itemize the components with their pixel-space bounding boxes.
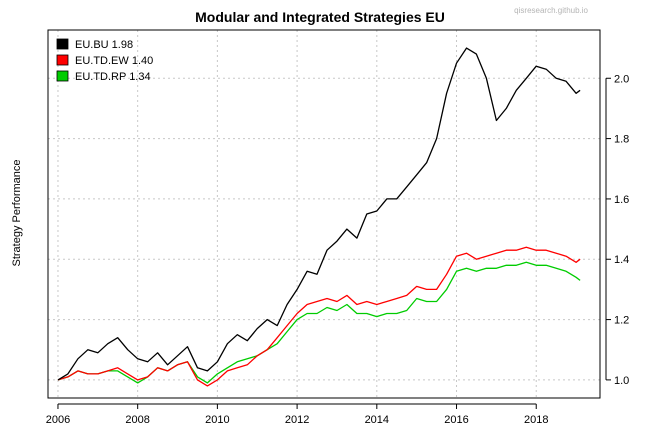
x-tick-label: 2010: [205, 414, 229, 426]
legend-label: EU.TD.EW 1.40: [75, 55, 153, 67]
series-line-2: [57, 261, 581, 384]
legend: EU.BU 1.98 EU.TD.EW 1.40 EU.TD.RP 1.34: [56, 38, 153, 83]
legend-label: EU.TD.RP 1.34: [75, 71, 151, 83]
legend-swatch: [56, 70, 69, 82]
y-tick-label: 1.2: [614, 315, 629, 327]
plot-frame: [47, 29, 601, 399]
y-tick-label: 1.4: [614, 254, 629, 266]
legend-item-eu-td-rp: EU.TD.RP 1.34: [56, 70, 151, 83]
legend-swatch: [56, 38, 69, 50]
series-line-1: [57, 246, 581, 387]
legend-item-eu-bu: EU.BU 1.98: [56, 38, 133, 51]
y-tick-label: 1.8: [614, 134, 629, 146]
x-tick-label: 2018: [524, 414, 548, 426]
x-tick-label: 2016: [444, 414, 468, 426]
x-axis: 2006 2008 2010 2012 2014 2016 2018: [46, 403, 548, 426]
y-axis-label: Strategy Performance: [11, 160, 23, 267]
y-tick-label: 2.0: [614, 73, 629, 85]
y-axis: 1.0 1.2 1.4 1.6 1.8 2.0: [605, 73, 629, 387]
y-tick-label: 1.6: [614, 194, 629, 206]
watermark: qisresearch.github.io: [514, 6, 588, 15]
chart-title: Modular and Integrated Strategies EU: [195, 9, 445, 25]
x-tick-label: 2014: [365, 414, 389, 426]
grid: [48, 30, 600, 398]
legend-label: EU.BU 1.98: [75, 39, 133, 51]
series-line-0: [57, 47, 581, 381]
y-tick-label: 1.0: [614, 375, 629, 387]
x-tick-label: 2012: [285, 414, 309, 426]
legend-item-eu-td-ew: EU.TD.EW 1.40: [56, 54, 153, 67]
series-lines: [57, 47, 581, 387]
x-tick-label: 2008: [125, 414, 149, 426]
x-tick-label: 2006: [46, 414, 70, 426]
legend-swatch: [56, 54, 69, 66]
